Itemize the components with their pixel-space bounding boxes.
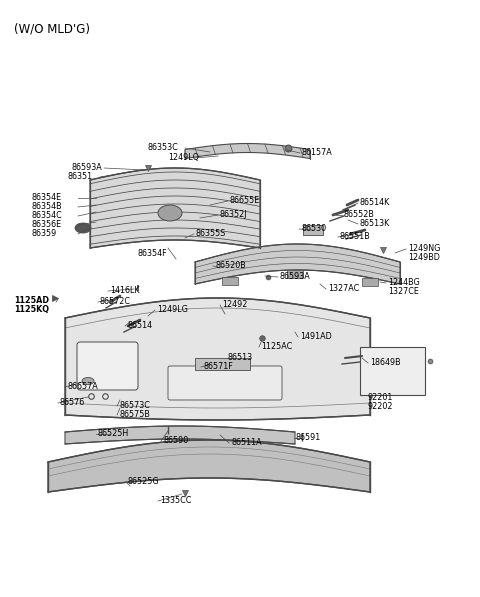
FancyBboxPatch shape bbox=[168, 366, 282, 400]
FancyBboxPatch shape bbox=[360, 347, 425, 395]
Text: 86513K: 86513K bbox=[360, 219, 390, 228]
Bar bbox=[287, 270, 303, 278]
Text: 1249LG: 1249LG bbox=[157, 305, 188, 314]
Text: 92201: 92201 bbox=[367, 393, 392, 402]
Text: 86354F: 86354F bbox=[138, 249, 168, 258]
FancyBboxPatch shape bbox=[77, 342, 138, 390]
Text: 86593A: 86593A bbox=[280, 272, 311, 281]
Bar bbox=[195, 358, 250, 370]
Text: 86351: 86351 bbox=[68, 172, 93, 181]
Bar bbox=[362, 278, 378, 285]
Text: 1125AC: 1125AC bbox=[261, 342, 292, 351]
Text: 92202: 92202 bbox=[367, 402, 393, 411]
Text: 86576: 86576 bbox=[60, 398, 85, 407]
Polygon shape bbox=[65, 298, 370, 420]
Text: 86590: 86590 bbox=[163, 436, 188, 445]
Text: 86354B: 86354B bbox=[31, 202, 61, 211]
Text: 1327AC: 1327AC bbox=[328, 284, 359, 293]
Polygon shape bbox=[185, 143, 310, 158]
Bar bbox=[222, 277, 238, 285]
Text: (W/O MLD'G): (W/O MLD'G) bbox=[14, 22, 90, 35]
Text: 1249LQ: 1249LQ bbox=[168, 153, 199, 162]
Ellipse shape bbox=[82, 377, 94, 384]
Text: 86575B: 86575B bbox=[119, 410, 150, 419]
Text: 86514K: 86514K bbox=[360, 198, 390, 207]
Ellipse shape bbox=[75, 223, 91, 233]
Text: 86571F: 86571F bbox=[203, 362, 233, 371]
Text: 86525H: 86525H bbox=[98, 429, 129, 438]
Text: 12492: 12492 bbox=[222, 300, 247, 309]
Polygon shape bbox=[65, 426, 295, 444]
Polygon shape bbox=[48, 440, 370, 492]
Polygon shape bbox=[90, 168, 260, 248]
Text: 86356E: 86356E bbox=[31, 220, 61, 229]
Text: 86551B: 86551B bbox=[340, 232, 371, 241]
Text: 1125AD: 1125AD bbox=[14, 296, 49, 305]
Text: 86552B: 86552B bbox=[344, 210, 375, 219]
Text: 18649B: 18649B bbox=[370, 358, 401, 367]
Text: 86572C: 86572C bbox=[100, 297, 131, 306]
Text: 86657A: 86657A bbox=[67, 382, 98, 391]
Text: 1416LK: 1416LK bbox=[110, 286, 140, 295]
Text: 86573C: 86573C bbox=[119, 401, 150, 410]
Text: 86353C: 86353C bbox=[148, 143, 179, 152]
Text: 86354E: 86354E bbox=[31, 193, 61, 202]
Text: 86354C: 86354C bbox=[31, 211, 62, 220]
Polygon shape bbox=[195, 244, 400, 284]
Text: 1335CC: 1335CC bbox=[160, 496, 192, 505]
Text: 86655E: 86655E bbox=[230, 196, 260, 205]
Text: 86525G: 86525G bbox=[128, 477, 160, 486]
Text: 86520B: 86520B bbox=[215, 261, 246, 270]
Text: 86513: 86513 bbox=[228, 353, 253, 362]
Text: 86514: 86514 bbox=[127, 321, 152, 330]
Text: 86355S: 86355S bbox=[196, 229, 227, 238]
Text: 1125KQ: 1125KQ bbox=[14, 305, 49, 314]
Text: 86593A: 86593A bbox=[72, 163, 103, 172]
Text: 1244BG: 1244BG bbox=[388, 278, 420, 287]
Bar bbox=[303, 225, 323, 235]
Text: 1249BD: 1249BD bbox=[408, 253, 440, 262]
Ellipse shape bbox=[158, 205, 182, 221]
Text: 1491AD: 1491AD bbox=[300, 332, 332, 341]
Text: 86511A: 86511A bbox=[231, 438, 262, 447]
Text: 86157A: 86157A bbox=[302, 148, 333, 157]
Text: 86352J: 86352J bbox=[220, 210, 248, 219]
Text: 86530: 86530 bbox=[301, 224, 326, 233]
Text: 1327CE: 1327CE bbox=[388, 287, 419, 296]
Text: 86359: 86359 bbox=[31, 229, 56, 238]
Text: 86591: 86591 bbox=[296, 433, 321, 442]
Text: 1249NG: 1249NG bbox=[408, 244, 440, 253]
